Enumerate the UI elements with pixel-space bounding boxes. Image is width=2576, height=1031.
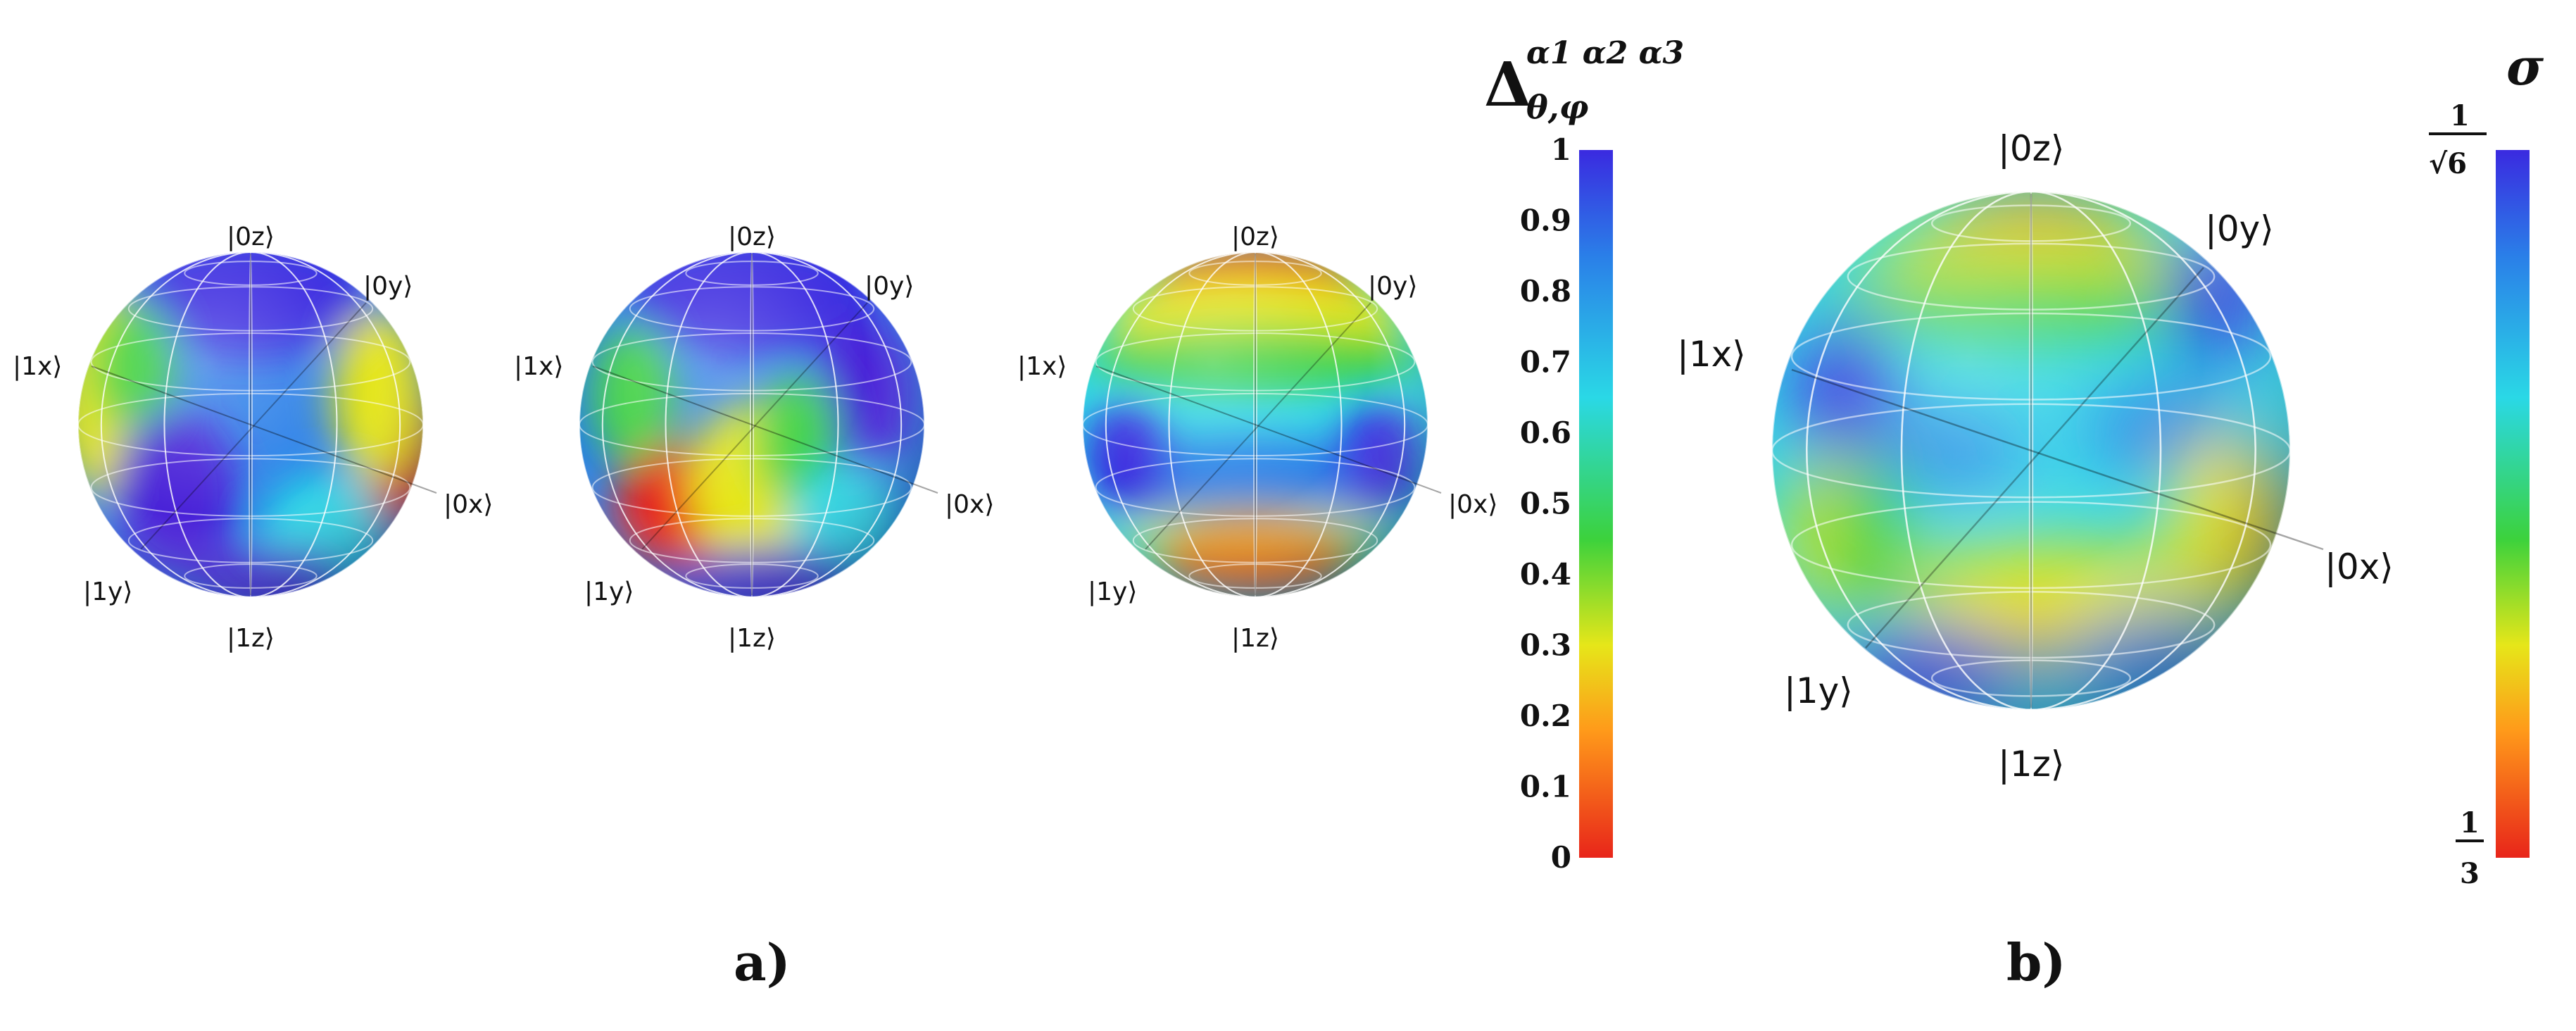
colorbar-a-tick-7: 0.7	[1520, 345, 1571, 380]
colorbar-b-bottom-denominator: 3	[2460, 857, 2480, 890]
colorbar-a-tick-5: 0.5	[1520, 487, 1571, 521]
sphere4-label-0y: |0y⟩	[2205, 208, 2274, 249]
longitude-line	[1900, 192, 2162, 710]
colorbar-b-bar	[2496, 150, 2530, 858]
longitude-line	[163, 252, 338, 597]
colorbar-a-tick-10: 1	[1551, 132, 1571, 167]
sphere2-label-0x: |0x⟩	[945, 490, 994, 519]
colorbar-a-tick-4: 0.4	[1520, 557, 1571, 592]
sphere3-label-1x: |1x⟩	[1017, 352, 1067, 381]
colorbar-b-top-denominator: √6	[2429, 147, 2467, 180]
sphere1-label-1x: |1x⟩	[13, 352, 62, 381]
latitude-line	[1790, 312, 2272, 401]
longitude-line	[100, 252, 401, 597]
colorbar-a-title-sub: θ,φ	[1526, 88, 1589, 126]
colorbar-a: Δ θ,φ α1 α2 α3 0 0.1 0.2 0.3 0.4 0.5 0.6 0.7 0.8…	[1484, 35, 1684, 875]
longitude-line	[750, 252, 754, 597]
latitude-line	[1790, 501, 2272, 589]
longitude-line	[2028, 192, 2034, 710]
latitude-line	[629, 286, 875, 332]
sphere2-label-1x: |1x⟩	[514, 352, 563, 381]
latitude-line	[1095, 458, 1416, 517]
colorbar-a-tick-9: 0.9	[1520, 204, 1571, 238]
latitude-line	[591, 458, 912, 517]
latitude-line	[1132, 286, 1378, 332]
colorbar-a-title-main: Δ	[1484, 49, 1531, 120]
latitude-line	[1095, 332, 1416, 392]
latitude-line	[127, 518, 374, 563]
latitude-line	[90, 458, 411, 517]
sphere4-label-0z: |0z⟩	[1998, 128, 2064, 169]
sphere4-label-1x: |1x⟩	[1677, 334, 1746, 375]
sphere3-label-1y: |1y⟩	[1088, 577, 1137, 606]
sphere1-label-0x: |0x⟩	[444, 490, 493, 519]
sphere1-label-0z: |0z⟩	[227, 223, 275, 251]
sphere-1	[78, 252, 437, 597]
colorbar-a-tick-8: 0.8	[1520, 274, 1571, 308]
sphere2-label-1y: |1y⟩	[584, 577, 634, 606]
colorbar-a-title-sup: α1 α2 α3	[1526, 35, 1684, 71]
latitude-line	[1772, 403, 2290, 499]
sphere1-label-1y: |1y⟩	[83, 577, 132, 606]
sphere2-label-0y: |0y⟩	[865, 272, 914, 301]
longitude-line	[601, 252, 903, 597]
latitude-line	[629, 518, 875, 563]
sphere2-label-0z: |0z⟩	[728, 223, 776, 251]
latitude-line	[591, 332, 912, 392]
longitude-line	[1105, 252, 1406, 597]
longitude-line	[249, 252, 253, 597]
colorbar-a-tick-2: 0.2	[1520, 699, 1571, 733]
sphere4-label-0x: |0x⟩	[2325, 546, 2394, 587]
colorbar-b-bottom-numerator: 1	[2460, 806, 2480, 839]
latitude-line	[90, 332, 411, 392]
latitude-line	[1132, 518, 1378, 563]
longitude-line	[1253, 252, 1257, 597]
colorbar-b-title: σ	[2506, 37, 2544, 96]
sphere4-label-1z: |1z⟩	[1998, 744, 2064, 785]
sphere3-label-0x: |0x⟩	[1448, 490, 1497, 519]
panel-b-label: b)	[2006, 932, 2066, 992]
sphere1-label-1z: |1z⟩	[227, 624, 275, 653]
latitude-line	[1083, 392, 1428, 457]
sphere4-label-1y: |1y⟩	[1784, 670, 1853, 711]
panel-a-label: a)	[734, 932, 791, 992]
colorbar-b: σ 1 √6 1 3	[2429, 37, 2544, 890]
colorbar-a-bar	[1579, 150, 1613, 858]
sphere-4	[1772, 192, 2324, 710]
sphere3-label-0y: |0y⟩	[1368, 272, 1417, 301]
sphere3-label-0z: |0z⟩	[1231, 223, 1279, 251]
latitude-line	[127, 286, 374, 332]
latitude-line	[579, 392, 924, 457]
colorbar-a-tick-3: 0.3	[1520, 628, 1571, 663]
longitude-line	[665, 252, 839, 597]
sphere3-label-1z: |1z⟩	[1231, 624, 1279, 653]
latitude-line	[78, 392, 423, 457]
colorbar-a-tick-1: 0.1	[1520, 770, 1571, 804]
colorbar-a-tick-6: 0.6	[1520, 415, 1571, 450]
sphere-3	[1083, 252, 1442, 597]
sphere1-label-0y: |0y⟩	[363, 272, 413, 301]
sphere2-label-1z: |1z⟩	[728, 624, 776, 653]
colorbar-a-tick-0: 0	[1551, 840, 1571, 875]
colorbar-b-top-numerator: 1	[2450, 99, 2470, 132]
longitude-line	[1806, 192, 2256, 710]
longitude-line	[1168, 252, 1343, 597]
